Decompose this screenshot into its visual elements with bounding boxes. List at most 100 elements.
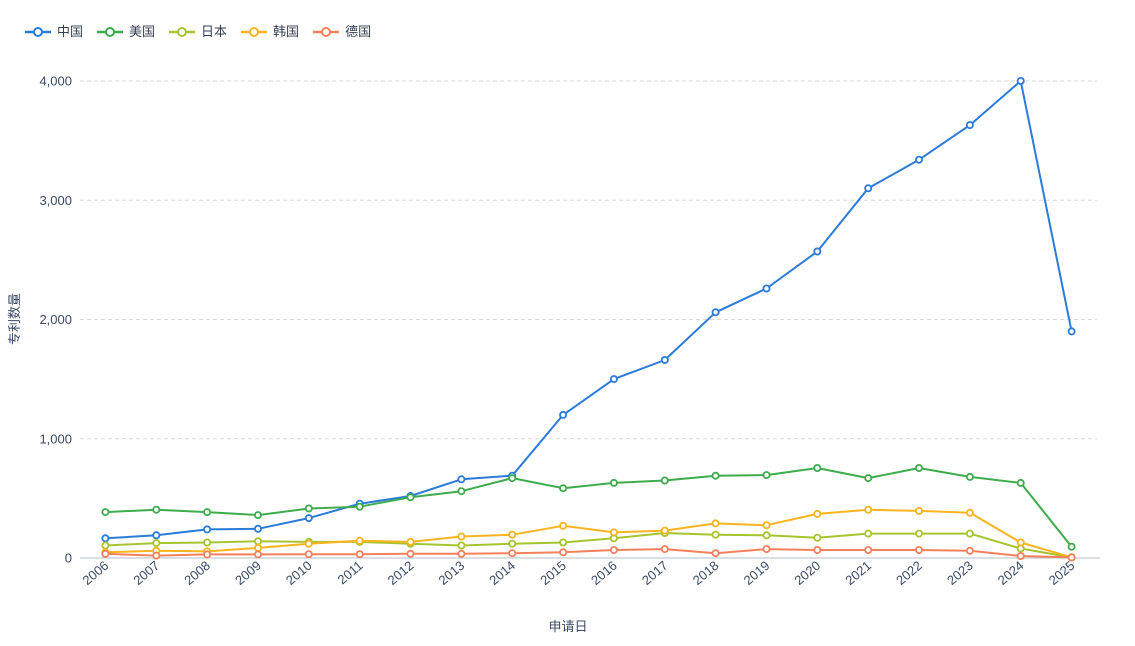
data-point-germany-2021[interactable] [864, 546, 873, 555]
data-point-china-2021[interactable] [864, 184, 873, 193]
data-point-usa-2006[interactable] [101, 508, 110, 517]
data-point-usa-2012[interactable] [406, 493, 415, 502]
data-point-germany-2020[interactable] [813, 546, 822, 555]
data-point-usa-2022[interactable] [915, 463, 924, 472]
data-point-korea-2013[interactable] [457, 532, 466, 541]
data-point-korea-2019[interactable] [762, 521, 771, 530]
data-point-korea-2018[interactable] [711, 519, 720, 528]
data-point-korea-2022[interactable] [915, 506, 924, 515]
data-point-china-2015[interactable] [559, 410, 568, 419]
data-point-china-2010[interactable] [304, 514, 313, 523]
data-point-usa-2017[interactable] [660, 476, 669, 485]
data-point-usa-2013[interactable] [457, 487, 466, 496]
data-point-japan-2015[interactable] [559, 538, 568, 547]
data-point-germany-2010[interactable] [304, 550, 313, 559]
data-point-japan-2018[interactable] [711, 530, 720, 539]
data-point-japan-2009[interactable] [253, 537, 262, 546]
data-point-korea-2011[interactable] [355, 536, 364, 545]
data-point-germany-2013[interactable] [457, 549, 466, 558]
data-point-germany-2025[interactable] [1067, 553, 1076, 562]
legend-item-germany[interactable]: 德国 [313, 25, 371, 39]
data-point-usa-2014[interactable] [508, 474, 517, 483]
x-tick-label: 2018 [690, 558, 722, 588]
data-point-germany-2011[interactable] [355, 550, 364, 559]
data-point-germany-2008[interactable] [203, 550, 212, 559]
data-point-usa-2020[interactable] [813, 463, 822, 472]
data-point-germany-2007[interactable] [152, 551, 161, 560]
data-point-korea-2021[interactable] [864, 505, 873, 514]
data-point-germany-2023[interactable] [965, 546, 974, 555]
data-point-china-2019[interactable] [762, 284, 771, 293]
data-point-china-2007[interactable] [152, 531, 161, 540]
data-point-japan-2007[interactable] [152, 539, 161, 548]
data-point-germany-2014[interactable] [508, 549, 517, 558]
data-point-usa-2025[interactable] [1067, 542, 1076, 551]
data-point-germany-2006[interactable] [101, 549, 110, 558]
data-point-usa-2008[interactable] [203, 508, 212, 517]
legend-item-japan[interactable]: 日本 [169, 25, 227, 39]
data-point-korea-2010[interactable] [304, 539, 313, 548]
data-point-china-2013[interactable] [457, 475, 466, 484]
legend-item-china[interactable]: 中国 [25, 25, 83, 39]
data-point-korea-2017[interactable] [660, 526, 669, 535]
data-point-germany-2022[interactable] [915, 546, 924, 555]
data-point-japan-2013[interactable] [457, 541, 466, 550]
data-point-japan-2014[interactable] [508, 539, 517, 548]
data-point-germany-2016[interactable] [609, 546, 618, 555]
legend-item-korea[interactable]: 韩国 [241, 25, 299, 39]
x-tick-label: 2012 [385, 558, 417, 588]
data-point-usa-2010[interactable] [304, 504, 313, 513]
data-point-china-2018[interactable] [711, 308, 720, 317]
data-point-japan-2022[interactable] [915, 529, 924, 538]
data-point-china-2020[interactable] [813, 247, 822, 256]
data-point-usa-2018[interactable] [711, 471, 720, 480]
data-point-usa-2007[interactable] [152, 505, 161, 514]
data-point-korea-2023[interactable] [965, 508, 974, 517]
data-point-korea-2024[interactable] [1016, 538, 1025, 547]
legend-marker-icon [97, 27, 124, 37]
data-point-china-2023[interactable] [965, 121, 974, 130]
data-point-japan-2023[interactable] [965, 529, 974, 538]
data-point-korea-2014[interactable] [508, 530, 517, 539]
data-point-japan-2006[interactable] [101, 541, 110, 550]
data-point-usa-2024[interactable] [1016, 478, 1025, 487]
data-point-usa-2011[interactable] [355, 502, 364, 511]
data-point-japan-2019[interactable] [762, 531, 771, 540]
data-point-germany-2019[interactable] [762, 545, 771, 554]
data-point-china-2008[interactable] [203, 525, 212, 534]
data-point-japan-2021[interactable] [864, 529, 873, 538]
data-point-china-2024[interactable] [1016, 77, 1025, 86]
data-point-germany-2009[interactable] [253, 550, 262, 559]
data-point-usa-2016[interactable] [609, 478, 618, 487]
data-point-germany-2018[interactable] [711, 549, 720, 558]
data-point-japan-2008[interactable] [203, 538, 212, 547]
x-tick-label: 2020 [791, 558, 823, 588]
data-point-china-2016[interactable] [609, 375, 618, 384]
data-point-china-2009[interactable] [253, 524, 262, 533]
data-point-usa-2009[interactable] [253, 511, 262, 520]
data-point-germany-2015[interactable] [559, 548, 568, 557]
y-axis-title: 专利数量 [7, 293, 22, 345]
data-point-korea-2020[interactable] [813, 509, 822, 518]
data-point-japan-2020[interactable] [813, 533, 822, 542]
data-point-germany-2012[interactable] [406, 549, 415, 558]
data-point-korea-2015[interactable] [559, 521, 568, 530]
y-tick-label: 3,000 [39, 193, 72, 208]
data-point-korea-2009[interactable] [253, 543, 262, 552]
data-point-usa-2015[interactable] [559, 484, 568, 493]
data-point-china-2025[interactable] [1067, 327, 1076, 336]
data-point-china-2022[interactable] [915, 155, 924, 164]
data-point-usa-2023[interactable] [965, 472, 974, 481]
data-point-usa-2021[interactable] [864, 474, 873, 483]
series-line-japan [104, 532, 1073, 559]
data-point-korea-2012[interactable] [406, 537, 415, 546]
data-point-china-2017[interactable] [660, 355, 669, 364]
legend-item-usa[interactable]: 美国 [97, 25, 155, 39]
data-point-germany-2017[interactable] [660, 545, 669, 554]
data-point-usa-2019[interactable] [762, 471, 771, 480]
data-point-korea-2016[interactable] [609, 528, 618, 537]
data-point-china-2006[interactable] [101, 534, 110, 543]
data-point-germany-2024[interactable] [1016, 552, 1025, 561]
